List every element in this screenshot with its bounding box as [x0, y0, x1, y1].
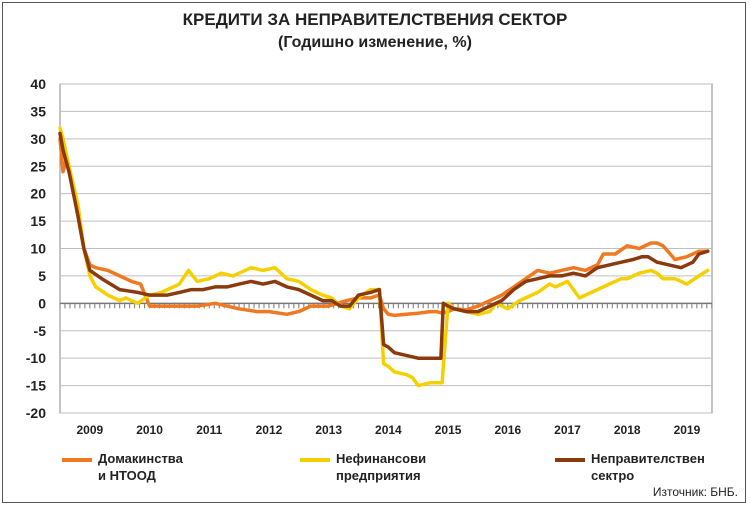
- series-line-2: [58, 131, 710, 360]
- source-note: Източник: БНБ.: [652, 485, 738, 499]
- y-tick-label: 30: [30, 131, 46, 147]
- y-tick-label: 20: [30, 186, 46, 202]
- legend-swatch-nongovernment: [555, 458, 585, 462]
- y-tick-label: 5: [38, 268, 46, 284]
- legend-label-nongovernment: Неправителствен сектро: [591, 451, 705, 483]
- chart-title: КРЕДИТИ ЗА НЕПРАВИТЕЛСТВЕНИЯ СЕКТОР: [182, 10, 568, 29]
- chart-subtitle: (Годишно изменение, %): [278, 34, 472, 51]
- legend-swatch-corporations: [300, 458, 330, 462]
- x-tick-label: 2011: [196, 423, 222, 437]
- y-tick-label: 10: [30, 241, 46, 257]
- legend-swatch-households: [62, 458, 92, 462]
- y-tick-label: 15: [30, 213, 46, 229]
- y-tick-label: 35: [30, 103, 46, 119]
- x-tick-label: 2015: [435, 423, 462, 437]
- legend-label-households: Домакинства и НТООД: [98, 451, 183, 483]
- series-line-0: [58, 137, 710, 318]
- y-tick-label: 0: [38, 295, 46, 311]
- y-tick-label: 25: [30, 158, 46, 174]
- x-tick-label: 2012: [256, 423, 283, 437]
- y-tick-label: -5: [34, 323, 47, 339]
- y-tick-label: 40: [30, 76, 46, 92]
- x-tick-label: 2009: [77, 423, 104, 437]
- x-tick-label: 2016: [494, 423, 521, 437]
- x-tick-label: 2013: [315, 423, 342, 437]
- y-tick-label: -10: [26, 350, 46, 366]
- y-tick-label: -15: [26, 378, 46, 394]
- axes: -20 -15 -10 -5 0 5 10 15 20 25 30 35 40 2009 2010 2011 2…: [26, 76, 713, 437]
- legend-label-corporations: Нефинансови предприятия: [336, 451, 427, 483]
- legend-item-households: Домакинства и НТООД: [62, 450, 183, 484]
- y-tick-label: -20: [26, 405, 46, 421]
- x-tick-label: 2014: [375, 423, 402, 437]
- x-tick-label: 2019: [674, 423, 701, 437]
- x-tick-label: 2017: [554, 423, 581, 437]
- x-tick-label: 2010: [136, 423, 163, 437]
- legend-item-corporations: Нефинансови предприятия: [300, 450, 426, 484]
- grid-lines: [59, 83, 713, 414]
- x-tick-label: 2018: [614, 423, 641, 437]
- series-group: [58, 126, 710, 388]
- legend-item-nongovernment: Неправителствен сектро: [555, 450, 705, 484]
